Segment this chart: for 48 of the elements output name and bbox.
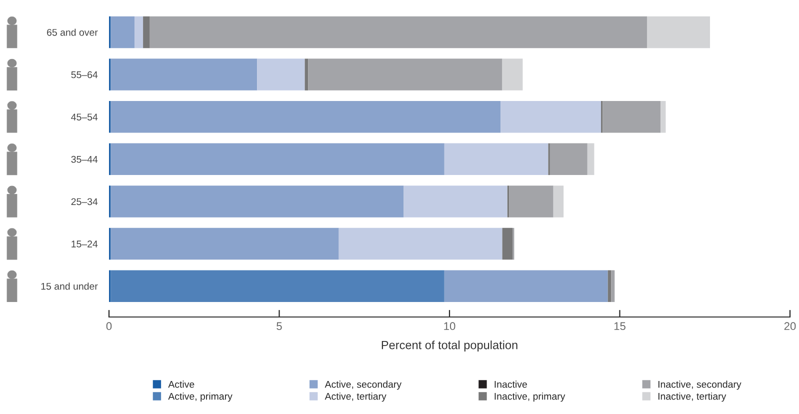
x-tick-label: 0 <box>106 322 112 330</box>
bar <box>587 143 594 176</box>
bar <box>110 143 444 176</box>
bar <box>646 16 710 48</box>
bar <box>660 100 666 133</box>
legend-label: Inactive, primary <box>494 392 566 402</box>
bar <box>502 228 512 260</box>
x-tick-label: 20 <box>784 322 796 330</box>
y-tick-label: 35–44 <box>71 156 98 163</box>
y-tick-label: 15 and under <box>41 282 98 290</box>
bar <box>110 228 339 260</box>
bar <box>150 16 647 48</box>
bar <box>404 186 508 218</box>
bar <box>110 186 404 218</box>
bar <box>550 143 588 176</box>
legend-label: Inactive <box>494 380 527 388</box>
bar <box>509 186 554 218</box>
y-tick-label: 55–64 <box>71 71 98 78</box>
x-tick-label: 10 <box>444 322 456 330</box>
y-tick-label: 15–24 <box>72 240 98 248</box>
bar <box>110 100 501 133</box>
bar <box>611 270 615 302</box>
bar <box>134 16 144 48</box>
bar <box>553 186 564 218</box>
legend-label: Inactive, tertiary <box>658 392 726 402</box>
legend-label: Active <box>168 380 194 388</box>
bar <box>110 270 444 302</box>
bar <box>500 100 602 133</box>
legend-label: Active, tertiary <box>324 392 386 402</box>
x-axis-title: Percent of total population <box>382 340 518 352</box>
y-tick-label: 25–34 <box>71 198 98 206</box>
bar <box>143 16 150 48</box>
legend-label: Inactive, secondary <box>658 380 742 390</box>
y-tick-label: 45–54 <box>71 114 98 120</box>
bar <box>110 58 258 90</box>
x-tick-label: 15 <box>614 322 626 330</box>
bar <box>444 143 548 176</box>
bar <box>308 58 502 90</box>
bar <box>110 16 135 48</box>
bar <box>602 100 661 133</box>
legend-label: Active, secondary <box>324 380 402 390</box>
bar <box>502 58 523 90</box>
y-tick-label: 65 and over <box>47 28 98 36</box>
bar <box>257 58 305 90</box>
bar <box>338 228 502 260</box>
legend-label: Active, primary <box>168 392 232 402</box>
bar <box>444 270 608 302</box>
x-tick-label: 5 <box>276 322 282 330</box>
